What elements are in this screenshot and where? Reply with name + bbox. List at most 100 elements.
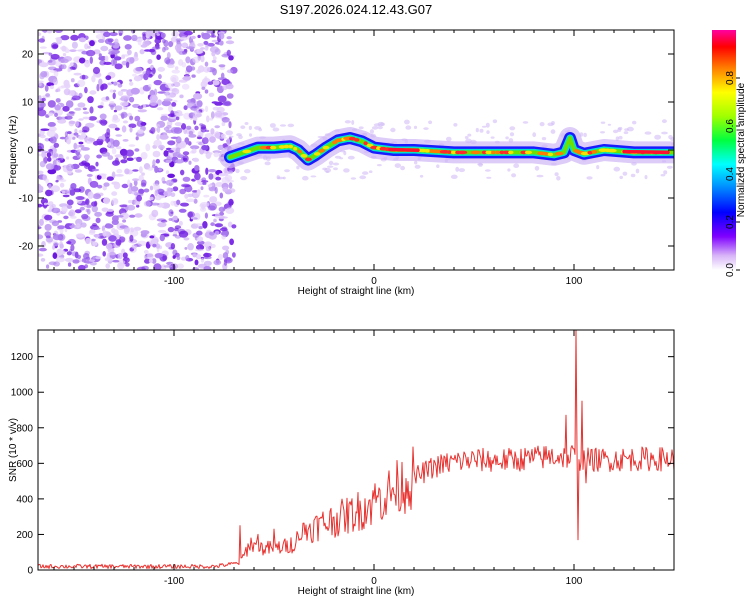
noise-blob bbox=[228, 55, 234, 61]
noise-blob bbox=[91, 75, 96, 83]
noise-blob bbox=[78, 118, 84, 121]
ridge-hot-spot bbox=[547, 152, 554, 157]
noise-blob bbox=[113, 181, 121, 190]
noise-blob bbox=[200, 126, 207, 133]
noise-blob bbox=[167, 173, 176, 178]
spectrogram-x-tick-label: 100 bbox=[566, 276, 583, 287]
noise-blob bbox=[104, 38, 113, 45]
halo-speck bbox=[534, 165, 540, 171]
noise-blob bbox=[38, 80, 44, 84]
noise-blob bbox=[166, 52, 171, 59]
noise-blob bbox=[152, 243, 157, 248]
noise-blob bbox=[157, 99, 162, 106]
noise-blob bbox=[96, 83, 100, 92]
noise-blob bbox=[180, 183, 191, 188]
noise-blob bbox=[155, 243, 161, 249]
noise-blob bbox=[168, 209, 174, 217]
noise-blob bbox=[63, 215, 69, 220]
noise-blob bbox=[165, 170, 170, 175]
halo-speck bbox=[654, 134, 661, 140]
halo-speck bbox=[455, 166, 460, 172]
noise-blob bbox=[123, 106, 128, 110]
noise-blob bbox=[225, 207, 235, 214]
noise-blob bbox=[222, 245, 230, 251]
spectrogram-y-tick-label: 0 bbox=[27, 146, 33, 157]
noise-blob bbox=[194, 223, 204, 226]
noise-blob bbox=[114, 127, 120, 131]
noise-blob bbox=[142, 33, 147, 41]
noise-blob bbox=[52, 164, 62, 171]
noise-blob bbox=[131, 244, 138, 250]
noise-blob bbox=[39, 46, 47, 49]
noise-blob bbox=[180, 123, 187, 130]
ridge-hot-spot bbox=[591, 150, 598, 154]
noise-blob bbox=[69, 189, 76, 196]
halo-speck bbox=[302, 175, 309, 181]
noise-blob bbox=[226, 93, 234, 99]
noise-blob bbox=[156, 33, 160, 36]
halo-speck bbox=[347, 155, 355, 160]
halo-speck bbox=[624, 128, 629, 131]
noise-blob bbox=[74, 92, 78, 96]
noise-blob bbox=[42, 30, 48, 34]
noise-blob bbox=[153, 263, 162, 270]
noise-blob bbox=[204, 212, 208, 219]
noise-blob bbox=[111, 191, 118, 196]
noise-blob bbox=[211, 101, 219, 104]
noise-blob bbox=[205, 167, 209, 175]
noise-blob bbox=[187, 243, 194, 251]
ridge-hot-spot bbox=[451, 150, 457, 155]
noise-blob bbox=[171, 88, 180, 95]
noise-blob bbox=[95, 256, 102, 260]
noise-blob bbox=[104, 55, 109, 62]
ridge-hot-spot bbox=[363, 141, 368, 145]
halo-speck bbox=[541, 137, 547, 141]
halo-speck bbox=[467, 133, 472, 137]
spectrogram-x-axis-label: Height of straight line (km) bbox=[298, 286, 415, 297]
noise-blob bbox=[97, 105, 104, 109]
noise-blob bbox=[123, 226, 130, 235]
halo-speck bbox=[377, 164, 382, 167]
noise-blob bbox=[91, 201, 97, 207]
noise-blob bbox=[111, 171, 116, 179]
noise-blob bbox=[219, 192, 224, 199]
ridge-hot-spots bbox=[242, 136, 670, 162]
noise-blob bbox=[70, 34, 79, 41]
noise-blob bbox=[104, 132, 111, 139]
noise-blob bbox=[92, 223, 97, 227]
noise-blob bbox=[88, 116, 97, 121]
noise-blob bbox=[86, 204, 92, 209]
halo-speck bbox=[586, 176, 593, 180]
halo-speck bbox=[235, 168, 240, 174]
noise-blob bbox=[38, 95, 42, 100]
halo-speck bbox=[248, 125, 252, 130]
noise-blob bbox=[38, 185, 44, 193]
noise-blob bbox=[91, 205, 99, 213]
noise-blob bbox=[74, 209, 82, 214]
noise-blob bbox=[203, 194, 210, 198]
snr-y-tick-label: 800 bbox=[16, 423, 33, 434]
ridge-hot-spot bbox=[481, 150, 488, 155]
noise-blob bbox=[41, 97, 46, 102]
noise-blob bbox=[140, 230, 150, 235]
noise-blob bbox=[108, 235, 117, 242]
noise-blob bbox=[67, 262, 72, 267]
spectrogram-y-tick-label: 10 bbox=[22, 98, 34, 109]
noise-blob bbox=[163, 265, 173, 268]
noise-blob bbox=[115, 239, 122, 246]
ridge-hot-spot bbox=[587, 150, 593, 155]
noise-blob bbox=[200, 186, 204, 191]
noise-blob bbox=[225, 130, 233, 136]
noise-blob bbox=[219, 211, 225, 216]
colorbar-tick-label: 0.2 bbox=[725, 215, 736, 229]
noise-blob bbox=[93, 141, 99, 146]
noise-blob bbox=[222, 186, 229, 192]
noise-blob bbox=[47, 112, 54, 116]
halo-speck bbox=[618, 126, 623, 131]
noise-blob bbox=[56, 174, 60, 182]
noise-blob bbox=[66, 131, 72, 135]
ridge-hot-spot bbox=[322, 145, 330, 150]
noise-blob bbox=[200, 55, 205, 63]
noise-blob bbox=[147, 59, 153, 64]
